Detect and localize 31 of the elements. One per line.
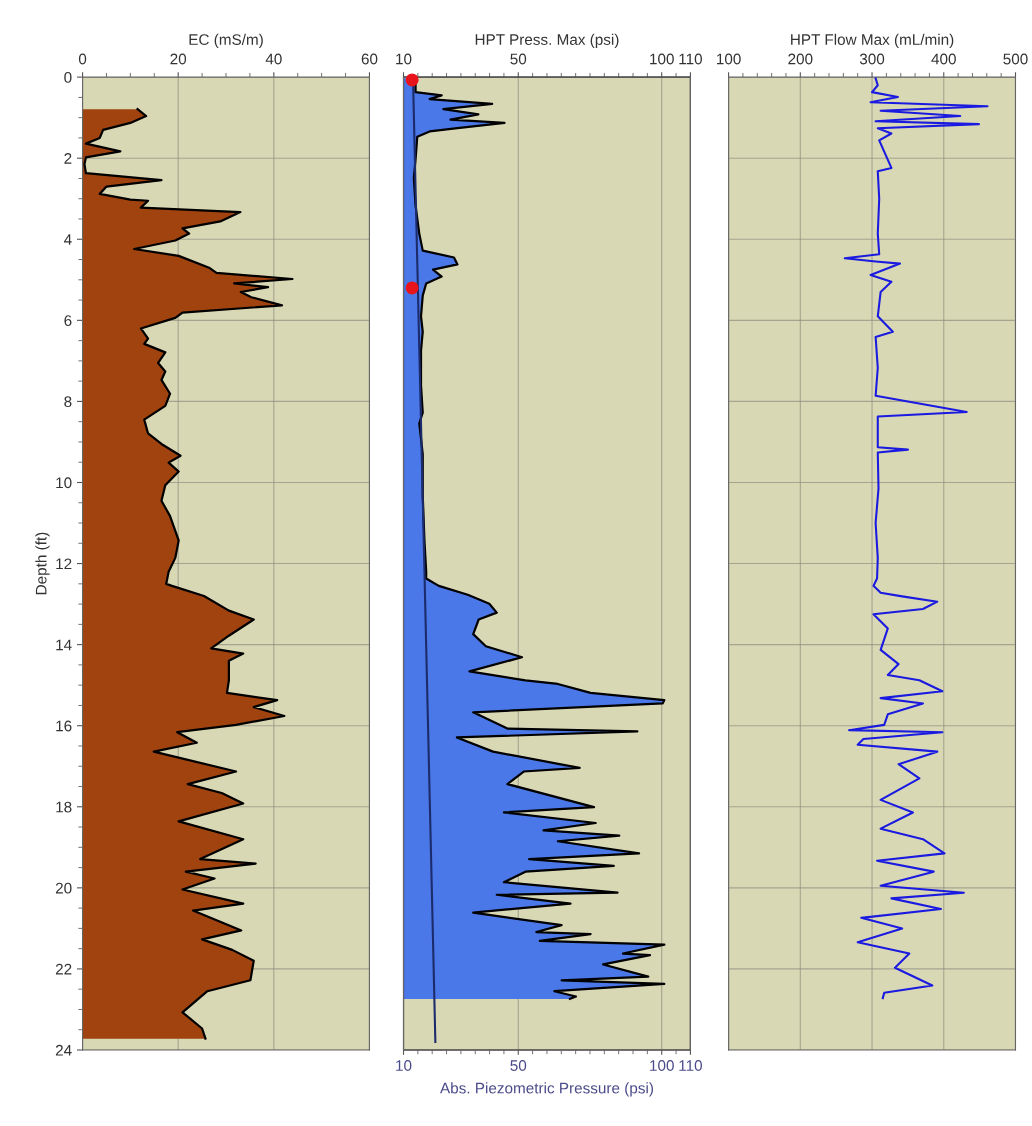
x-tick-label: 110 [679, 1060, 702, 1071]
y-tick-label: 22 [55, 963, 72, 975]
y-tick-label: 14 [56, 639, 72, 651]
y-tick-label: 16 [56, 720, 72, 732]
x-tick-label: 500 [1003, 53, 1028, 65]
y-tick-label: 2 [64, 153, 72, 164]
y-axis-title: Depth (ft) [35, 532, 50, 595]
x-tick-label: 0 [78, 53, 87, 65]
x-axis-title: EC (mS/m) [189, 33, 263, 48]
x-tick-label: 200 [788, 53, 813, 65]
x-tick-label: 50 [510, 1060, 527, 1071]
y-tick-label: 8 [64, 396, 72, 408]
x-tick-label: 400 [931, 53, 956, 65]
y-tick-label: 10 [56, 477, 72, 489]
y-tick-label: 6 [64, 315, 72, 327]
x-axis-title: Abs. Piezometric Pressure (psi) [440, 1082, 653, 1097]
x-tick-label: 100 [717, 53, 741, 65]
y-tick-label: 12 [56, 558, 72, 570]
x-tick-label: 60 [361, 53, 378, 65]
x-tick-label: 40 [265, 53, 282, 65]
x-tick-label: 20 [170, 53, 187, 65]
x-tick-label: 100 [650, 1060, 674, 1071]
y-tick-label: 0 [64, 72, 72, 83]
x2-axis-title: HPT Press. Max (psi) [475, 33, 619, 48]
y-tick-label: 24 [55, 1044, 72, 1056]
y-tick-label: 4 [64, 234, 72, 245]
y-tick-label: 20 [55, 882, 72, 894]
x-axis-title: HPT Flow Max (mL/min) [791, 33, 954, 48]
y-tick-label: 18 [56, 801, 72, 813]
x-tick-label: 10 [396, 1060, 412, 1071]
x-tick-label: 300 [859, 53, 885, 65]
